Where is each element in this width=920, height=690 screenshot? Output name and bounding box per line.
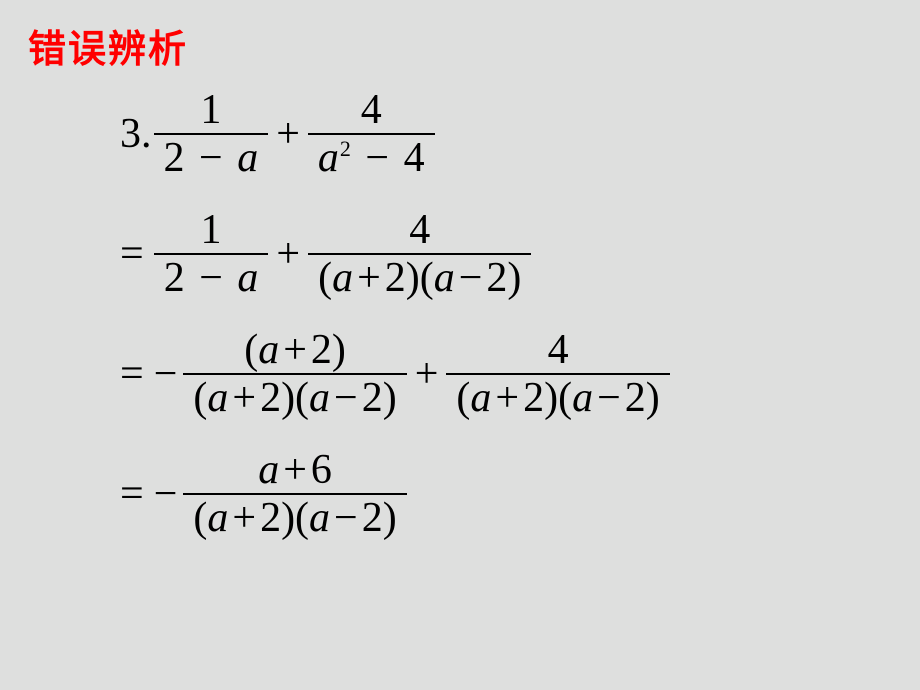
slide: 错误辨析 3. 1 2 − a + 4 a2 − 4 — [0, 0, 920, 690]
equals-sign: = — [120, 233, 144, 275]
numerator: (a+2) — [234, 327, 356, 373]
denominator: (a+2)(a−2) — [183, 375, 406, 421]
denominator: (a+2)(a−2) — [183, 495, 406, 541]
numerator: 4 — [351, 87, 392, 133]
fraction: 4 a2 − 4 — [308, 87, 435, 181]
fraction: 1 2 − a — [154, 207, 269, 301]
fraction: a+6 (a+2)(a−2) — [183, 447, 406, 541]
equation-line-4: = − a+6 (a+2)(a−2) — [120, 447, 892, 541]
fraction: 1 2 − a — [154, 87, 269, 181]
plus-operator: + — [415, 353, 439, 395]
denominator: (a+2)(a−2) — [446, 375, 669, 421]
plus-operator: + — [276, 233, 300, 275]
denominator: a2 − 4 — [308, 135, 435, 181]
equation-line-3: = − (a+2) (a+2)(a−2) + 4 (a+2)(a−2) — [120, 327, 892, 421]
denominator: 2 − a — [154, 255, 269, 301]
fraction: 4 (a+2)(a−2) — [446, 327, 669, 421]
numerator: a+6 — [248, 447, 342, 493]
equation-line-1: 3. 1 2 − a + 4 a2 − 4 — [120, 87, 892, 181]
equation-line-2: = 1 2 − a + 4 (a+2)(a−2) — [120, 207, 892, 301]
denominator: 2 − a — [154, 135, 269, 181]
equals-sign: = — [120, 473, 144, 515]
problem-number: 3. — [120, 113, 152, 155]
numerator: 4 — [538, 327, 579, 373]
denominator: (a+2)(a−2) — [308, 255, 531, 301]
fraction: 4 (a+2)(a−2) — [308, 207, 531, 301]
numerator: 4 — [399, 207, 440, 253]
unary-minus: − — [154, 353, 178, 395]
plus-operator: + — [276, 113, 300, 155]
equals-sign: = — [120, 353, 144, 395]
slide-heading: 错误辨析 — [28, 18, 892, 73]
numerator: 1 — [190, 87, 231, 133]
unary-minus: − — [154, 473, 178, 515]
math-derivation: 3. 1 2 − a + 4 a2 − 4 — [120, 87, 892, 541]
numerator: 1 — [191, 207, 232, 253]
fraction: (a+2) (a+2)(a−2) — [183, 327, 406, 421]
